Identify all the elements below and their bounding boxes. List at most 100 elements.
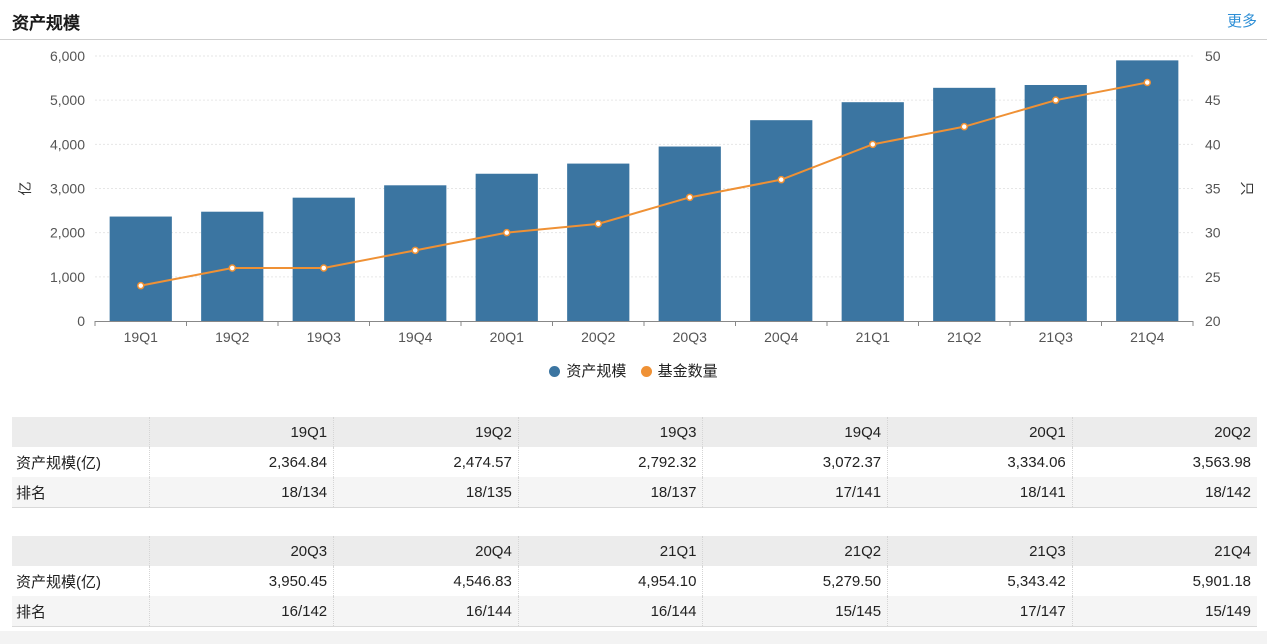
y-tick-label-right: 40 — [1205, 136, 1221, 152]
legend-item-fund-count[interactable]: 基金数量 — [640, 360, 718, 381]
x-tick-label: 21Q1 — [856, 329, 890, 345]
bar — [1024, 84, 1087, 321]
chart-legend: 资产规模 基金数量 — [0, 360, 1267, 381]
table-cell: 5,279.50 — [702, 566, 888, 596]
section-title: 资产规模 — [12, 14, 80, 33]
table-cell: 18/141 — [887, 477, 1073, 508]
table-cell: 18/142 — [1071, 477, 1257, 508]
table-cell: 15/145 — [702, 596, 888, 627]
table-row: 排名 16/142 16/144 16/144 15/145 17/147 15… — [12, 596, 1257, 627]
x-tick-label: 19Q4 — [398, 329, 432, 345]
more-link[interactable]: 更多 — [1226, 13, 1257, 30]
x-tick-label: 19Q2 — [215, 329, 249, 345]
y-tick-label-left: 1,000 — [50, 269, 85, 285]
line-point — [594, 220, 602, 228]
table-header-cell: 21Q2 — [702, 536, 888, 566]
bar — [109, 216, 172, 321]
legend-dot-icon — [549, 366, 561, 377]
table-cell: 17/147 — [887, 596, 1073, 627]
line-point — [960, 122, 968, 131]
table-cell: 18/134 — [148, 477, 334, 508]
line-point — [1143, 78, 1151, 87]
table-header-cell: 20Q1 — [887, 417, 1073, 447]
bar — [567, 163, 630, 321]
asset-scale-chart: 0 1,000 2,000 3,000 4,000 5,000 6,000 20 25 30 35 4… — [17, 48, 1255, 345]
table-header-cell: 21Q1 — [517, 536, 703, 566]
y-tick-label-right: 25 — [1205, 269, 1221, 285]
table-cell: 5,343.42 — [887, 566, 1073, 596]
line-point — [869, 140, 877, 149]
table-cell: 18/137 — [517, 477, 703, 508]
data-table-2: 20Q3 20Q4 21Q1 21Q2 21Q3 21Q4 资产规模(亿) 3,… — [12, 536, 1257, 627]
table-cell: 15/149 — [1071, 596, 1257, 627]
y-tick-label-right: 50 — [1205, 48, 1221, 64]
y-tick-label-left: 2,000 — [50, 225, 85, 241]
table-row: 排名 18/134 18/135 18/137 17/141 18/141 18… — [12, 477, 1257, 508]
legend-label: 资产规模 — [566, 363, 627, 380]
y-axis-label-right: 只 — [1239, 182, 1255, 196]
table-cell: 3,334.06 — [887, 447, 1073, 477]
bar — [933, 87, 996, 321]
y-tick-label-right: 45 — [1205, 92, 1221, 108]
y-tick-label-left: 3,000 — [50, 181, 85, 197]
x-tick-label: 20Q3 — [673, 329, 707, 345]
table-row: 资产规模(亿) 2,364.84 2,474.57 2,792.32 3,072… — [12, 447, 1257, 477]
table-corner-cell — [12, 417, 149, 447]
bar — [841, 102, 904, 322]
table-header-cell: 19Q1 — [148, 417, 334, 447]
line-point — [411, 246, 419, 255]
legend-dot-icon — [640, 366, 652, 377]
bar — [658, 146, 721, 321]
table-cell: 3,563.98 — [1071, 447, 1257, 477]
y-tick-label-left: 6,000 — [50, 48, 85, 64]
table-header-cell: 21Q4 — [1071, 536, 1257, 566]
y-tick-label-left: 5,000 — [50, 92, 85, 108]
line-point — [1052, 96, 1060, 104]
table-cell: 2,364.84 — [148, 447, 334, 477]
y-tick-label-right: 35 — [1205, 181, 1221, 197]
y-tick-label-right: 20 — [1205, 313, 1221, 329]
table-header-cell: 19Q2 — [333, 417, 519, 447]
x-tick-label: 19Q3 — [307, 329, 341, 345]
row-label: 资产规模(亿) — [16, 454, 101, 472]
x-tick-label: 21Q2 — [947, 329, 981, 345]
y-tick-label-left: 0 — [77, 313, 85, 329]
line-point — [777, 175, 785, 184]
fund-count-line — [140, 81, 1148, 287]
y-axis-label-left: 亿 — [17, 182, 33, 196]
table-cell: 4,954.10 — [517, 566, 703, 596]
table-header-row: 20Q3 20Q4 21Q1 21Q2 21Q3 21Q4 — [12, 536, 1257, 566]
legend-label: 基金数量 — [657, 363, 718, 380]
row-label: 资产规模(亿) — [16, 573, 101, 591]
table-header-cell: 20Q2 — [1071, 417, 1257, 447]
table-cell: 2,474.57 — [333, 447, 519, 477]
table-row: 资产规模(亿) 3,950.45 4,546.83 4,954.10 5,279… — [12, 566, 1257, 596]
table-cell: 3,072.37 — [702, 447, 888, 477]
y-tick-label-left: 4,000 — [50, 136, 85, 152]
table-cell: 17/141 — [702, 477, 888, 508]
bar — [475, 173, 538, 321]
table-header-row: 19Q1 19Q2 19Q3 19Q4 20Q1 20Q2 — [12, 417, 1257, 447]
line-point — [503, 228, 511, 237]
table-cell: 4,546.83 — [333, 566, 519, 596]
legend-item-asset-scale[interactable]: 资产规模 — [549, 360, 626, 381]
table-cell: 16/144 — [517, 596, 703, 627]
bar — [750, 120, 813, 322]
bar — [292, 197, 355, 321]
line-point — [320, 264, 328, 272]
table-corner-cell — [12, 536, 149, 566]
line-point — [137, 281, 145, 290]
x-tick-label: 21Q3 — [1039, 329, 1073, 345]
table-cell: 5,901.18 — [1071, 566, 1257, 596]
line-point — [228, 264, 236, 272]
table-cell: 3,950.45 — [148, 566, 334, 596]
table-cell: 16/144 — [333, 596, 519, 627]
line-point — [686, 193, 694, 202]
table-header-cell: 20Q4 — [333, 536, 519, 566]
x-tick-label: 20Q1 — [490, 329, 524, 345]
table-header-cell: 19Q4 — [702, 417, 888, 447]
footer-bar — [0, 631, 1267, 644]
x-tick-label: 19Q1 — [124, 329, 158, 345]
x-tick-label: 20Q2 — [581, 329, 615, 345]
row-label: 排名 — [12, 596, 149, 627]
